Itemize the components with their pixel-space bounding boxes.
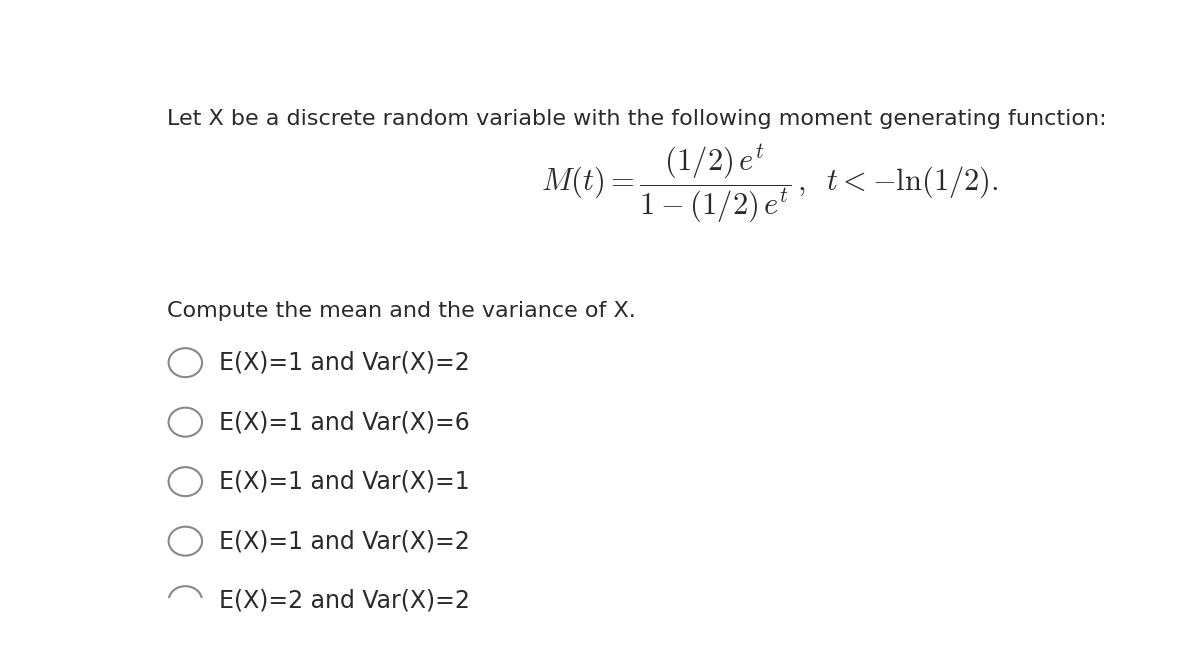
Text: E(X)=1 and Var(X)=2: E(X)=1 and Var(X)=2 xyxy=(218,529,469,553)
Text: E(X)=1 and Var(X)=6: E(X)=1 and Var(X)=6 xyxy=(218,410,469,434)
Text: E(X)=1 and Var(X)=1: E(X)=1 and Var(X)=1 xyxy=(218,470,469,494)
Text: Compute the mean and the variance of X.: Compute the mean and the variance of X. xyxy=(167,300,636,321)
Text: Let X be a discrete random variable with the following moment generating functio: Let X be a discrete random variable with… xyxy=(167,109,1106,129)
Text: E(X)=1 and Var(X)=2: E(X)=1 and Var(X)=2 xyxy=(218,351,469,375)
Text: $M(t) = \dfrac{(1/2)\, e^{t}}{1 - (1/2)\, e^{t}}\, ,\;\; t < -\ln(1/2).$: $M(t) = \dfrac{(1/2)\, e^{t}}{1 - (1/2)\… xyxy=(540,143,998,225)
Text: E(X)=2 and Var(X)=2: E(X)=2 and Var(X)=2 xyxy=(218,589,469,613)
